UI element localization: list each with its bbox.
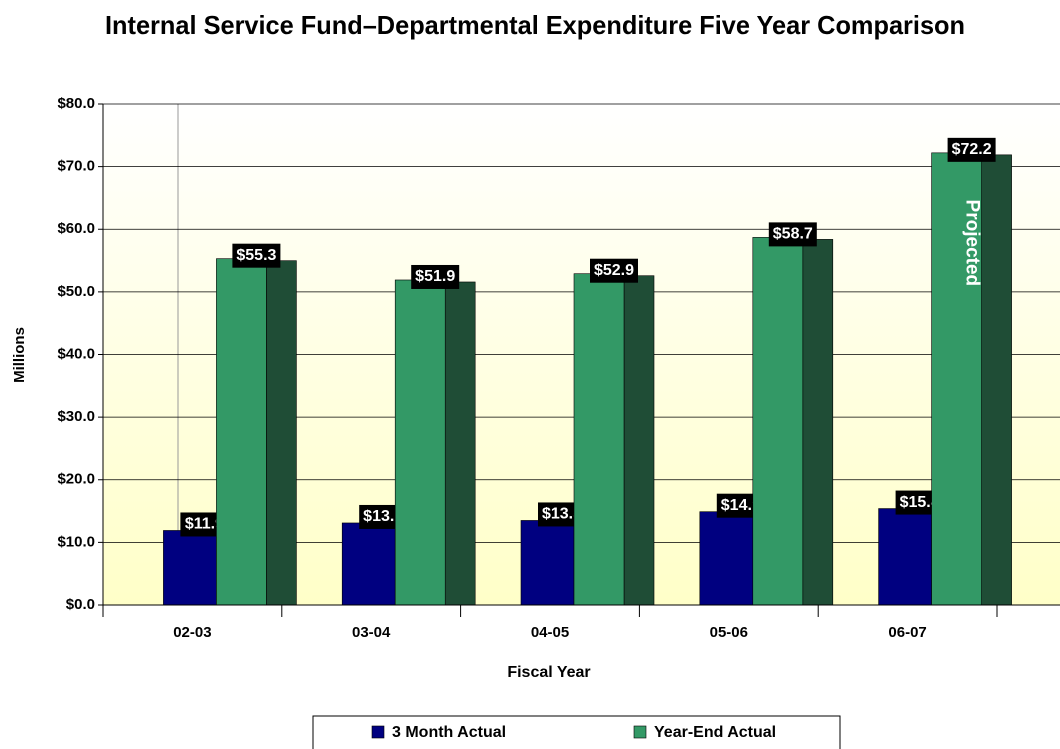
annotation: Projected [962,200,983,287]
bar [752,237,804,606]
value-label-text: $72.2 [952,141,992,158]
bar [216,258,267,606]
value-label: $51.9 [411,264,460,289]
bar [163,530,217,606]
bar [878,508,932,606]
x-tick-label: 02-03 [173,624,211,641]
legend-label: 3 Month Actual [392,724,506,741]
value-label-text: $51.9 [415,268,455,285]
y-tick-label: $80.0 [57,95,95,112]
bar-side [266,260,297,606]
y-tick-label: $40.0 [57,345,95,362]
legend-swatch [633,725,647,739]
legend-swatch [371,725,385,739]
y-axis-label: Millions [11,327,28,383]
bar-side [981,154,1012,606]
y-tick-label: $70.0 [57,158,95,175]
bar-side [444,281,476,606]
legend-label: Year-End Actual [654,724,776,741]
x-tick-label: 04-05 [531,624,569,641]
value-label: $72.2 [947,137,996,162]
bar [931,152,982,606]
value-label-text: $11.9 [185,516,224,533]
value-label-text: $13.1 [363,508,403,525]
bar [394,279,446,606]
x-tick-label: 05-06 [710,624,748,641]
value-label-text: $13.5 [542,506,582,523]
value-label-text: $55.3 [236,247,276,264]
value-label-bg [768,222,817,247]
value-label: $52.9 [590,258,638,283]
value-label: $58.7 [768,222,817,247]
y-tick-label: $30.0 [57,408,95,425]
x-axis-label: Fiscal Year [507,664,590,681]
chart-title: Internal Service Fund–Departmental Expen… [105,10,965,40]
bar-side [623,275,655,606]
value-label-bg [411,264,460,289]
x-tick-label: 06-07 [888,624,926,641]
value-label-bg [947,137,996,162]
y-tick-label: $0.0 [66,596,95,613]
value-label-bg [590,258,638,283]
bar [699,511,754,606]
value-label-text: $15.4 [900,494,940,511]
y-tick-label: $50.0 [57,283,95,300]
bar [520,520,575,606]
y-tick-label: $10.0 [57,533,95,550]
bar [573,273,625,606]
value-label: $55.3 [232,243,281,268]
value-label-bg [232,243,281,268]
y-tick-label: $20.0 [57,471,95,488]
x-tick-label: 03-04 [352,624,391,641]
value-label-text: $14.9 [721,497,761,514]
y-tick-label: $60.0 [57,220,95,237]
bar [341,522,396,606]
value-label-text: $52.9 [594,262,634,279]
value-label-text: $58.7 [773,226,813,243]
bar-side [802,239,834,606]
legend-box [312,715,841,749]
